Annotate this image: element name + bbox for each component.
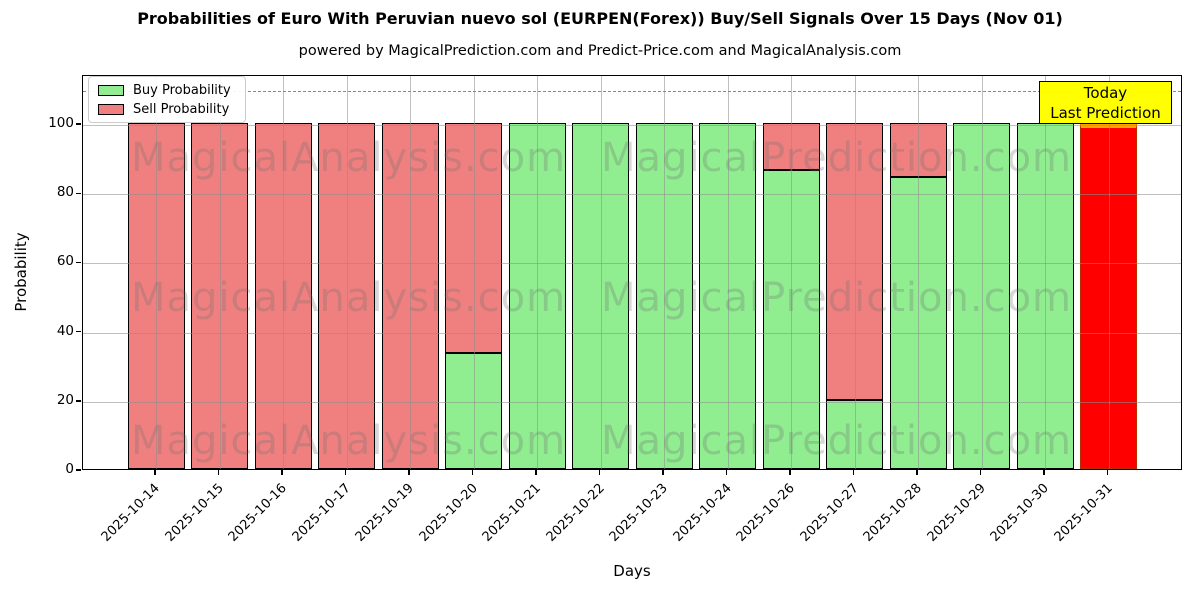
watermark-text: MagicalAnalysis.com: [131, 134, 567, 181]
y-tick-mark: [76, 123, 81, 125]
x-tick-mark: [408, 470, 410, 475]
x-tick-mark: [154, 470, 156, 475]
y-tick-mark: [76, 330, 81, 333]
x-axis-label: Days: [613, 562, 651, 580]
x-tick-mark: [725, 470, 728, 475]
x-tick-mark: [852, 470, 855, 475]
v-gridline: [346, 76, 348, 469]
x-tick-mark: [662, 470, 664, 475]
h-gridline: [83, 125, 1181, 127]
x-tick-mark: [979, 470, 982, 475]
today-annotation-line2: Last Prediction: [1050, 103, 1161, 122]
legend-sell-label: Sell Probability: [133, 102, 230, 117]
x-tick-mark: [535, 470, 537, 475]
today-annotation: Today Last Prediction: [1039, 81, 1172, 124]
y-tick-label: 100: [48, 115, 74, 132]
y-tick-mark: [76, 469, 81, 471]
h-gridline: [83, 401, 1181, 403]
v-gridline: [981, 76, 983, 469]
legend-item-buy: Buy Probability: [98, 83, 236, 98]
x-tick-mark: [1043, 470, 1045, 475]
h-gridline: [83, 263, 1181, 265]
v-gridline: [156, 76, 157, 469]
y-tick-label: 20: [56, 391, 74, 408]
watermark-text: MagicalPrediction.com: [601, 417, 1072, 464]
v-gridline: [854, 76, 856, 469]
x-tick-mark: [789, 470, 791, 475]
x-tick-mark: [916, 470, 918, 475]
y-tick-label: 40: [56, 322, 74, 339]
v-gridline: [1045, 76, 1046, 469]
y-tick-label: 60: [56, 253, 74, 270]
v-gridline: [537, 76, 538, 469]
v-gridline: [473, 76, 475, 469]
x-tick-mark: [217, 470, 220, 475]
y-tick-mark: [76, 261, 81, 264]
x-tick-mark: [598, 470, 601, 475]
h-gridline: [83, 194, 1181, 196]
chart-subtitle: powered by MagicalPrediction.com and Pre…: [298, 43, 902, 59]
watermark-text: MagicalAnalysis.com: [131, 417, 567, 464]
plot-area: MagicalAnalysis.com MagicalPrediction.com…: [82, 75, 1182, 470]
v-gridline: [664, 76, 665, 469]
legend-item-sell: Sell Probability: [98, 102, 236, 117]
v-gridline: [219, 76, 221, 469]
watermark-text: MagicalPrediction.com: [601, 134, 1072, 181]
v-gridline: [791, 76, 792, 469]
legend: Buy Probability Sell Probability: [88, 76, 246, 123]
sell-swatch-icon: [98, 104, 124, 115]
today-annotation-line1: Today: [1083, 83, 1128, 102]
y-tick-mark: [76, 400, 81, 402]
v-gridline: [410, 76, 411, 469]
y-tick-label: 0: [65, 461, 74, 477]
h-gridline: [83, 332, 1181, 334]
buy-swatch-icon: [98, 85, 124, 96]
v-gridline: [918, 76, 919, 469]
x-tick-mark: [281, 470, 283, 475]
dashed-guide-line: [83, 90, 1181, 92]
v-gridline: [283, 76, 284, 469]
v-gridline: [727, 76, 729, 469]
chart-title: Probabilities of Euro With Peruvian nuev…: [137, 9, 1063, 28]
x-tick-mark: [1106, 470, 1109, 475]
x-tick-mark: [344, 470, 347, 475]
y-tick-label: 80: [56, 184, 74, 201]
watermark-text: MagicalAnalysis.com: [131, 274, 567, 321]
v-gridline: [1108, 76, 1110, 469]
v-gridline: [600, 76, 602, 469]
x-tick-mark: [471, 470, 474, 475]
watermark-text: MagicalPrediction.com: [601, 274, 1072, 321]
y-tick-mark: [76, 192, 81, 194]
legend-buy-label: Buy Probability: [133, 83, 231, 98]
y-axis-label: Probability: [12, 232, 30, 312]
